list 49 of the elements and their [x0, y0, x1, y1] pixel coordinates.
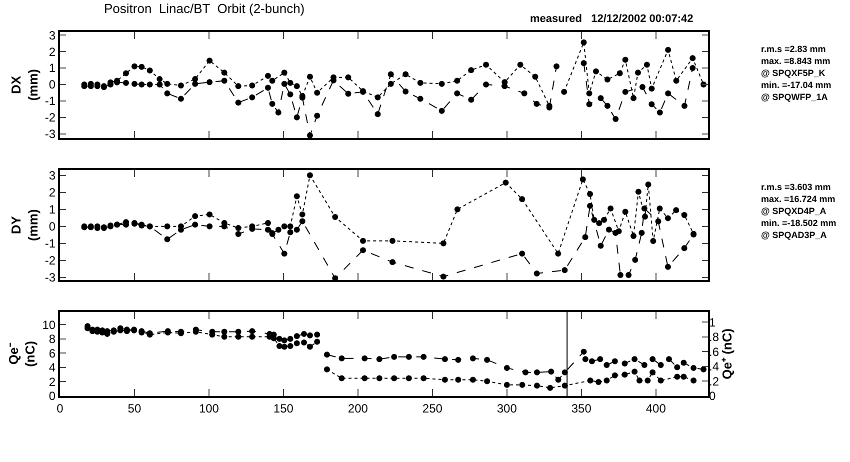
- y-axis-title: DX (mm): [8, 69, 40, 101]
- y-tick-label: -1: [44, 236, 56, 251]
- y-tick-label: -1: [44, 94, 56, 108]
- y-tick-label: -2: [44, 110, 56, 125]
- y-tick-label: 1: [48, 61, 56, 76]
- text: @ SPQAD3P_A: [761, 230, 828, 240]
- y2-tick-label: .8: [709, 330, 720, 344]
- y-tick-label: 0: [48, 78, 56, 92]
- y-tick-label: 2: [48, 44, 56, 59]
- y-tick-label: 8: [48, 332, 56, 346]
- chart-subtitle: measured 12/12/2002 00:07:42: [530, 13, 694, 25]
- y2-tick-label: 1: [709, 315, 716, 330]
- y-tick-label: 0: [48, 220, 56, 234]
- chart-title: Positron Linac/BT Orbit (2-bunch): [104, 1, 305, 16]
- text: @ SPQWFP_1A: [761, 92, 828, 102]
- x-tick-label: 400: [646, 401, 666, 416]
- y-tick-label: 10: [42, 318, 56, 332]
- y2-tick-label: .6: [709, 344, 720, 359]
- x-tick-label: 350: [571, 401, 592, 416]
- text: r.m.s =2.83 mm: [761, 44, 826, 54]
- y2-tick-label: .2: [709, 374, 720, 388]
- y-tick-label: -3: [44, 127, 56, 142]
- x-tick-label: 50: [128, 401, 142, 416]
- x-tick-label: 150: [273, 401, 294, 416]
- y-axis-title: Qe⁻ (nC): [6, 340, 38, 367]
- y-tick-label: 2: [48, 374, 56, 389]
- y-tick-label: -3: [44, 270, 56, 285]
- text: max. =8.843 mm: [761, 56, 830, 66]
- text: min. =-17.04 mm: [761, 80, 832, 90]
- y2-tick-label: .4: [709, 360, 720, 374]
- text: min. =-18.502 mm: [761, 218, 836, 228]
- y-tick-label: 3: [48, 28, 56, 42]
- x-tick-label: 250: [422, 401, 443, 416]
- y-tick-label: 6: [48, 346, 56, 360]
- text: @ SPQXD4P_A: [761, 206, 827, 216]
- x-tick-label: 100: [198, 401, 220, 416]
- y-tick-label: 3: [48, 168, 56, 182]
- x-tick-label: 200: [348, 401, 368, 416]
- y-tick-label: 4: [48, 360, 56, 375]
- text: @ SPQXF5P_K: [761, 68, 826, 78]
- text: max. =16.724 mm: [761, 194, 836, 204]
- y-axis-title: DY (mm): [8, 209, 40, 241]
- y2-axis-title: Qe⁺ (nC): [719, 328, 734, 380]
- y-tick-label: 0: [48, 389, 56, 404]
- y-tick-label: 1: [48, 202, 56, 217]
- y-tick-label: -2: [44, 254, 56, 268]
- text: r.m.s =3.603 mm: [761, 182, 831, 192]
- x-tick-label: 300: [496, 401, 518, 416]
- y-tick-label: 2: [48, 186, 56, 200]
